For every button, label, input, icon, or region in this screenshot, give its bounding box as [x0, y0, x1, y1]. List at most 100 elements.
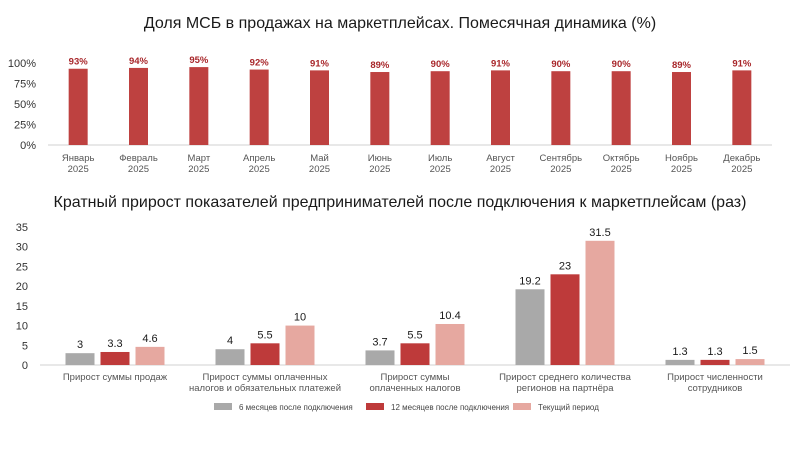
- chart-1-x-tick-label: Август: [486, 153, 515, 164]
- chart-2-data-label: 10: [294, 312, 306, 324]
- chart-2-y-tick-label: 25: [16, 261, 28, 273]
- chart-2-data-label: 31.5: [589, 227, 610, 239]
- legend-swatch: [366, 403, 384, 410]
- chart-2-bar: [735, 359, 765, 365]
- chart-2-y-tick-label: 15: [16, 301, 28, 313]
- chart-1-x-tick-label: Май: [310, 153, 329, 164]
- chart-1-x-tick-label: 2025: [550, 164, 571, 175]
- chart-2-data-label: 10.4: [439, 310, 460, 322]
- chart-2-data-label: 5.5: [257, 329, 272, 341]
- chart-2-bar: [65, 353, 95, 365]
- chart-1-y-tick-label: 100%: [8, 58, 36, 70]
- chart-2-data-label: 4.6: [142, 333, 157, 345]
- chart-2-data-label: 1.5: [742, 345, 757, 357]
- chart-1-x-tick-label: Февраль: [119, 153, 158, 164]
- chart-1-data-label: 93%: [69, 57, 89, 68]
- chart-2-data-label: 3: [77, 339, 83, 351]
- chart-1-bar: [129, 67, 148, 145]
- chart-1-x-tick-label: 2025: [369, 164, 390, 175]
- chart-2-bar: [365, 350, 395, 365]
- chart-1-x-tick-label: Октябрь: [603, 153, 640, 164]
- chart-2-y-tick-label: 0: [22, 360, 28, 372]
- chart-2-bar: [400, 343, 430, 365]
- chart-1-data-label: 91%: [310, 58, 330, 69]
- legend-label: 6 месяцев после подключения: [239, 403, 353, 412]
- chart-2-data-label: 3.3: [107, 338, 122, 350]
- chart-2-bar: [100, 351, 130, 365]
- chart-1-x-tick-label: 2025: [128, 164, 149, 175]
- chart-2-bar: [435, 323, 465, 365]
- chart-2-data-label: 19.2: [519, 275, 540, 287]
- chart-1-bar: [249, 69, 269, 145]
- chart-1-y-tick-label: 50%: [14, 99, 36, 111]
- chart-2-y-tick-label: 35: [16, 222, 28, 234]
- chart-1-x-tick-label: Январь: [62, 153, 95, 164]
- chart-2-x-tick-label: Прирост суммы: [380, 372, 449, 383]
- chart-1-data-label: 94%: [129, 56, 149, 67]
- chart-1-x-tick-label: 2025: [309, 164, 330, 175]
- chart-1-bar: [491, 70, 510, 145]
- chart-1-x-tick-label: 2025: [490, 164, 511, 175]
- chart-2-bar: [215, 349, 245, 365]
- chart-2-bar: [135, 346, 165, 365]
- chart-1-x-tick-label: Июль: [428, 153, 452, 164]
- chart-2-x-tick-label: Прирост суммы оплаченных: [203, 372, 328, 383]
- legend-swatch: [513, 403, 531, 410]
- chart-2-bar: [285, 325, 315, 365]
- chart-1-x-tick-label: 2025: [671, 164, 692, 175]
- chart-1-bar: [370, 72, 390, 145]
- chart-2-x-tick-label: Прирост среднего количества: [499, 372, 632, 383]
- chart-2-bar: [585, 240, 615, 365]
- chart-1-bar: [430, 71, 450, 145]
- chart-1-x-tick-label: 2025: [611, 164, 632, 175]
- chart-1-x-tick-label: 2025: [430, 164, 451, 175]
- chart-2-x-tick-label: оплаченных налогов: [369, 383, 460, 394]
- chart-2-y-tick-label: 5: [22, 340, 28, 352]
- chart-1-bar: [732, 70, 752, 145]
- chart-1-x-tick-label: 2025: [249, 164, 270, 175]
- chart-2-data-label: 1.3: [672, 346, 687, 358]
- chart-2-x-tick-label: налогов и обязательных платежей: [189, 383, 341, 394]
- chart-2-y-tick-label: 30: [16, 242, 28, 254]
- chart-1-title: Доля МСБ в продажах на маркетплейсах. По…: [144, 15, 656, 32]
- chart-2-data-label: 4: [227, 335, 233, 347]
- legend-label: 12 месяцев после подключения: [391, 403, 509, 412]
- chart-1-x-tick-label: 2025: [731, 164, 752, 175]
- chart-2-x-tick-label: регионов на партнёра: [517, 383, 615, 394]
- chart-1-y-tick-label: 0%: [20, 140, 36, 152]
- chart-1-x-tick-label: Декабрь: [723, 153, 760, 164]
- chart-1-bar: [310, 70, 329, 145]
- legend-swatch: [214, 403, 232, 410]
- chart-1-x-tick-label: Ноябрь: [665, 153, 698, 164]
- chart-1-x-tick-label: Сентябрь: [540, 153, 583, 164]
- chart-1-x-tick-label: 2025: [68, 164, 89, 175]
- chart-2-x-tick-label: Прирост численности: [667, 372, 763, 383]
- chart-2-bar: [515, 289, 545, 365]
- chart-1-data-label: 95%: [189, 55, 209, 66]
- chart-1-data-label: 89%: [370, 60, 390, 71]
- chart-1-data-label: 90%: [612, 59, 632, 70]
- chart-2-x-tick-label: Прирост суммы продаж: [63, 372, 168, 383]
- chart-2-bar: [250, 343, 280, 365]
- chart-1-data-label: 91%: [732, 58, 752, 69]
- chart-2-data-label: 1.3: [707, 346, 722, 358]
- chart-1-data-label: 91%: [491, 58, 511, 69]
- chart-1-y-tick-label: 75%: [14, 79, 36, 91]
- chart-1-bar: [68, 68, 88, 145]
- chart-2-bar: [700, 359, 730, 365]
- chart-1-x-tick-label: 2025: [188, 164, 209, 175]
- chart-1-bar: [189, 67, 209, 145]
- legend-label: Текущий период: [538, 403, 599, 412]
- chart-2-data-label: 23: [559, 260, 571, 272]
- chart-1-bar: [611, 71, 631, 145]
- chart-2-data-label: 3.7: [372, 336, 387, 348]
- chart-1-x-tick-label: Март: [187, 153, 210, 164]
- chart-2-title: Кратный прирост показателей предпринимат…: [54, 194, 747, 211]
- chart-2-y-tick-label: 20: [16, 281, 28, 293]
- chart-2-x-tick-label: сотрудников: [688, 383, 743, 394]
- chart-2-bar: [665, 359, 695, 365]
- chart-2-bar: [550, 274, 580, 365]
- chart-1-bar: [551, 71, 571, 145]
- chart-2-y-tick-label: 10: [16, 321, 28, 333]
